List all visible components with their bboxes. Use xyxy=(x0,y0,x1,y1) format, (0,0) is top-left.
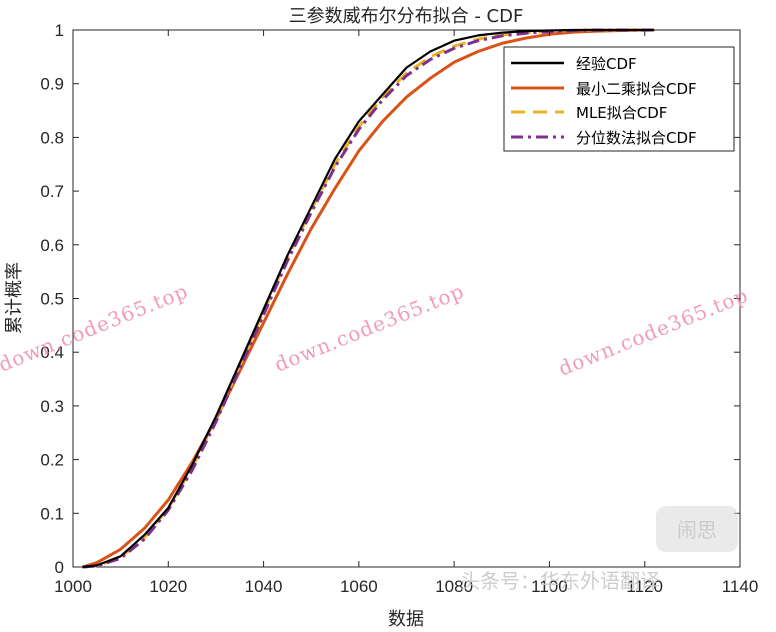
y-tick-label: 0.1 xyxy=(40,504,64,523)
legend-label-mle: MLE拟合CDF xyxy=(576,104,667,122)
y-tick-label: 0.3 xyxy=(40,397,64,416)
x-tick-label: 1080 xyxy=(435,577,473,596)
x-tick-label: 1040 xyxy=(245,577,283,596)
x-axis: 1000 1020 1040 1060 1080 1100 1120 1140 xyxy=(54,30,758,596)
y-tick-label: 0 xyxy=(55,558,64,577)
watermark-bottom-text: 头条号：华东外语翻译 xyxy=(460,569,660,593)
legend-label-least-squares: 最小二乘拟合CDF xyxy=(576,80,697,98)
y-tick-label: 0.4 xyxy=(40,343,64,362)
x-tick-label: 1000 xyxy=(54,577,92,596)
y-tick-label: 0.2 xyxy=(40,451,64,470)
legend-box xyxy=(503,46,735,152)
y-tick-label: 0.6 xyxy=(40,236,64,255)
x-tick-label: 1120 xyxy=(626,577,663,596)
legend-label-empirical: 经验CDF xyxy=(576,55,637,73)
x-axis-label: 数据 xyxy=(388,609,424,630)
watermark-logo-text: 闹思 xyxy=(677,518,717,542)
chart-title: 三参数威布尔分布拟合 - CDF xyxy=(289,6,524,27)
x-tick-label: 1060 xyxy=(340,577,378,596)
y-axis-label: 累计概率 xyxy=(4,262,25,334)
y-tick-label: 0.5 xyxy=(40,290,64,309)
x-tick-label: 1140 xyxy=(722,577,759,596)
legend: 经验CDF 最小二乘拟合CDF MLE拟合CDF 分位数法拟合CDF xyxy=(503,46,735,152)
y-tick-label: 1 xyxy=(55,21,64,40)
x-tick-label: 1020 xyxy=(149,577,187,596)
y-tick-label: 0.7 xyxy=(40,182,64,201)
y-axis: 0 0.1 0.2 0.3 0.4 0.5 0.6 0.7 0.8 0.9 1 xyxy=(40,21,740,577)
y-tick-label: 0.8 xyxy=(40,128,64,147)
watermark-logo: 闹思 xyxy=(656,506,738,552)
x-tick-label: 1100 xyxy=(531,577,568,596)
legend-label-quantile: 分位数法拟合CDF xyxy=(576,129,697,147)
y-tick-label: 0.9 xyxy=(40,75,64,94)
